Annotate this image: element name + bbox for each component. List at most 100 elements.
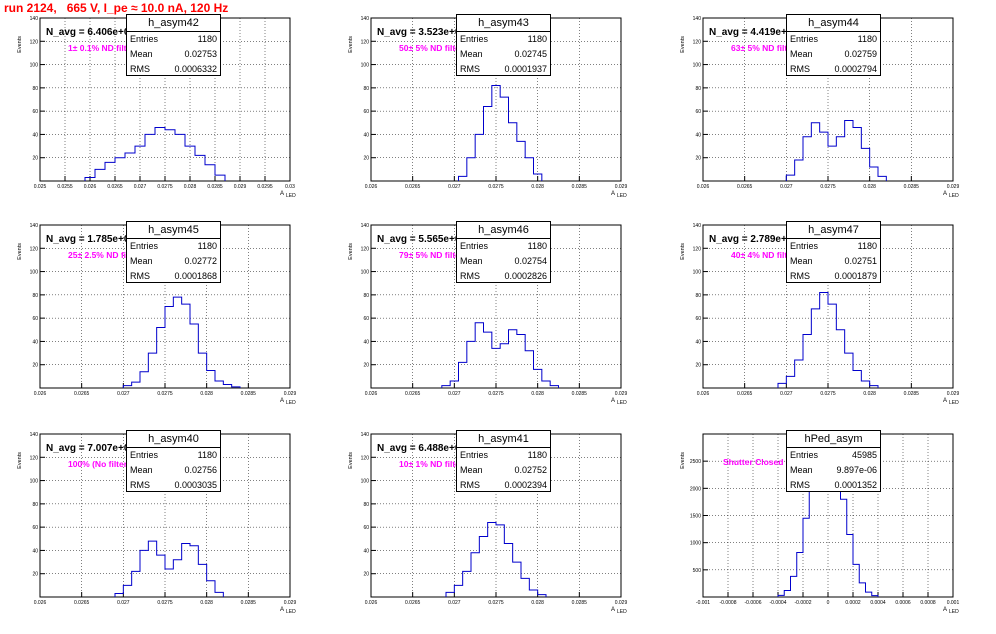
histogram-line	[458, 85, 543, 181]
stats-row-mean: Mean 0.02756	[127, 463, 220, 478]
stats-label: RMS	[460, 271, 480, 281]
stats-value: 0.0003035	[174, 480, 217, 490]
stats-box: h_asym45 Entries 1180 Mean 0.02772 RMS 0.00018…	[126, 221, 221, 283]
stats-title: h_asym45	[127, 222, 220, 239]
x-tick-label: 0.0285	[241, 391, 257, 397]
filter-label: Shutter Closed	[723, 457, 783, 467]
y-tick-label: 40	[32, 132, 38, 138]
y-tick-label: 120	[361, 39, 370, 45]
stats-label: Entries	[130, 241, 159, 251]
x-tick-label: -0.001	[696, 600, 710, 606]
stats-row-rms: RMS 0.0002826	[457, 269, 550, 284]
stats-value: 1180	[857, 34, 877, 44]
y-tick-label: 80	[32, 293, 38, 299]
stats-value: 0.0002794	[834, 64, 877, 74]
x-axis-label-sub: LED	[949, 609, 959, 615]
y-tick-label: 120	[693, 39, 702, 45]
y-axis-label: Events	[17, 243, 23, 260]
x-tick-label: 0.027	[134, 184, 147, 190]
stats-value: 0.02759	[844, 49, 877, 59]
y-axis-label: Events	[348, 452, 354, 469]
filter-label: 1± 0.1% ND filter	[68, 43, 135, 53]
stats-row-entries: Entries 1180	[787, 32, 880, 47]
stats-title: h_asym47	[787, 222, 880, 239]
x-tick-label: 0.0275	[488, 600, 504, 606]
stats-value: 1180	[527, 450, 547, 460]
x-tick-label: 0.029	[284, 600, 297, 606]
y-tick-label: 40	[363, 339, 369, 345]
stats-row-rms: RMS 0.0002794	[787, 62, 880, 77]
x-tick-label: 0.0295	[257, 184, 273, 190]
y-axis-label: Events	[680, 452, 686, 469]
stats-row-entries: Entries 1180	[457, 239, 550, 254]
y-axis-label: Events	[348, 36, 354, 53]
navg-label: N_avg = 4.419e+04 (63.1 %)	[709, 27, 839, 38]
y-tick-label: 140	[693, 16, 702, 22]
stats-value: 0.02752	[514, 465, 547, 475]
x-tick-label: 0.0285	[904, 391, 920, 397]
x-tick-label: 0.0265	[74, 391, 90, 397]
y-tick-label: 140	[361, 223, 370, 229]
stats-box: h_asym47 Entries 1180 Mean 0.02751 RMS 0.00018…	[786, 221, 881, 283]
stats-value: 0.02751	[844, 256, 877, 266]
histogram-line	[122, 296, 241, 388]
stats-label: Mean	[790, 256, 813, 266]
histogram-plot: 0.025 0.0255 0.026 0.0265 0.027 0.0275 0.028 0.…	[17, 16, 296, 199]
y-tick-label: 100	[30, 270, 39, 276]
stats-row-rms: RMS 0.0002394	[457, 478, 550, 493]
stats-row-entries: Entries 1180	[127, 448, 220, 463]
stats-row-rms: RMS 0.0001868	[127, 269, 220, 284]
histogram-plot: 0.026 0.0265 0.027 0.0275 0.028 0.0285 0.029 20…	[17, 223, 296, 406]
y-tick-label: 500	[693, 568, 702, 574]
navg-label: N_avg = 3.523e+04 (50.3 %)	[377, 27, 507, 38]
stats-label: Mean	[130, 465, 153, 475]
stats-row-entries: Entries 1180	[457, 448, 550, 463]
x-tick-label: 0.028	[531, 391, 544, 397]
y-tick-label: 80	[363, 293, 369, 299]
stats-row-rms: RMS 0.0001879	[787, 269, 880, 284]
stats-value: 1180	[197, 241, 217, 251]
stats-label: Mean	[790, 465, 813, 475]
histogram-panel: 0.026 0.0265 0.027 0.0275 0.028 0.0285 0.029 20…	[10, 223, 330, 425]
x-tick-label: 0.0285	[572, 391, 588, 397]
stats-row-mean: Mean 0.02753	[127, 47, 220, 62]
x-tick-label: 0.0265	[405, 391, 421, 397]
stats-box: h_asym46 Entries 1180 Mean 0.02754 RMS 0.00028…	[456, 221, 551, 283]
y-tick-label: 100	[361, 270, 370, 276]
x-tick-label: 0.029	[615, 600, 628, 606]
x-tick-label: 0.0275	[488, 184, 504, 190]
y-tick-label: 140	[30, 432, 39, 438]
x-tick-label: 0.0265	[737, 184, 753, 190]
x-axis-label-sub: LED	[286, 400, 296, 406]
x-axis-label: A	[611, 398, 615, 404]
stats-value: 1180	[527, 241, 547, 251]
y-axis-label: Events	[17, 36, 23, 53]
y-tick-label: 1500	[690, 514, 701, 520]
y-tick-label: 120	[30, 39, 39, 45]
y-tick-label: 80	[695, 293, 701, 299]
y-tick-label: 60	[363, 525, 369, 531]
x-axis-label: A	[280, 398, 284, 404]
x-tick-label: 0.027	[780, 184, 793, 190]
stats-label: Entries	[130, 450, 159, 460]
x-tick-label: 0.028	[863, 391, 876, 397]
x-tick-label: 0.0275	[820, 391, 836, 397]
stats-label: RMS	[130, 480, 150, 490]
x-tick-label: 0.026	[697, 184, 710, 190]
navg-label: N_avg = 7.007e+04 (100.0 %)	[46, 443, 181, 454]
run-title: run 2124, 665 V, I_pe ≈ 10.0 nA, 120 Hz	[4, 1, 229, 15]
x-tick-label: 0.029	[947, 391, 960, 397]
stats-label: Entries	[460, 241, 489, 251]
stats-value: 9.897e-06	[836, 465, 877, 475]
histogram-plot: 0.026 0.0265 0.027 0.0275 0.028 0.0285 0.029 20…	[348, 16, 627, 199]
x-tick-label: 0.0008	[920, 600, 936, 606]
x-tick-label: 0.0265	[405, 184, 421, 190]
x-tick-label: 0.001	[947, 600, 960, 606]
y-tick-label: 20	[32, 572, 38, 578]
stats-box: h_asym41 Entries 1180 Mean 0.02752 RMS 0.00023…	[456, 430, 551, 492]
y-tick-label: 120	[693, 246, 702, 252]
y-tick-label: 20	[695, 363, 701, 369]
x-tick-label: 0.026	[34, 391, 47, 397]
stats-value: 45985	[851, 450, 877, 460]
x-tick-label: 0.0275	[157, 184, 173, 190]
